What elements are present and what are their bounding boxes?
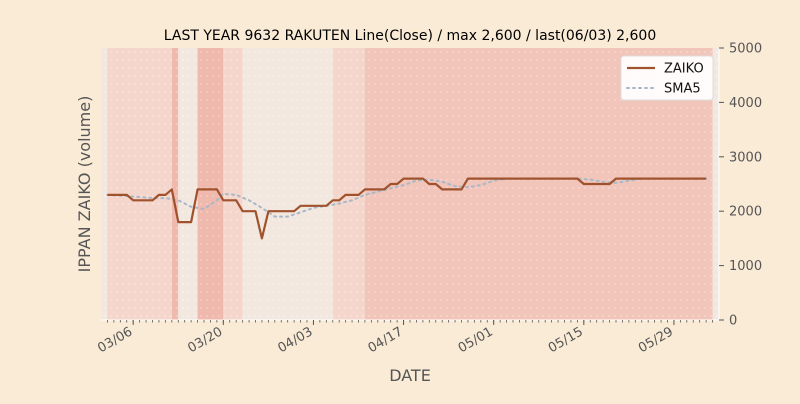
chart-title: LAST YEAR 9632 RAKUTEN Line(Close) / max… (164, 28, 656, 44)
y-tick-label: 4000 (729, 96, 762, 111)
legend-label-sma5: SMA5 (664, 82, 701, 97)
x-axis-label: DATE (389, 366, 431, 385)
y-tick-label: 1000 (729, 259, 762, 274)
series-line-sma5 (106, 177, 708, 218)
y-axis-label: IPPAN ZAIKO (volume) (75, 96, 94, 273)
y-tick-label: 3000 (729, 150, 762, 165)
y-tick-label: 0 (729, 314, 737, 329)
series-line-zaiko (107, 177, 707, 240)
dot-texture (101, 48, 719, 320)
legend: ZAIKO SMA5 (620, 55, 714, 101)
dot-overlay (101, 48, 719, 320)
legend-label-zaiko: ZAIKO (664, 62, 704, 77)
series-layer (106, 177, 708, 240)
y-tick-label: 5000 (729, 42, 762, 57)
y-tick-label: 2000 (729, 205, 762, 220)
